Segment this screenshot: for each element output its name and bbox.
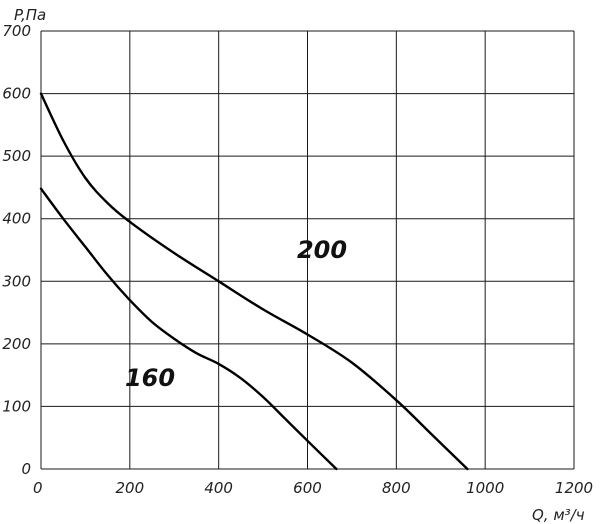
- x-tick-label: 200: [116, 479, 145, 497]
- y-tick-label: 200: [2, 335, 31, 353]
- x-tick-label: 1000: [466, 479, 504, 497]
- grid: [40, 30, 575, 470]
- series-label-160: 160: [125, 364, 175, 392]
- x-tick-label: 0: [33, 479, 43, 497]
- series-line-160: [39, 187, 338, 471]
- x-tick-label: 800: [382, 479, 411, 497]
- series-line-200: [39, 92, 469, 471]
- y-tick-label: 100: [2, 397, 31, 415]
- tick-labels: 0 200 400 600 800 1000 1200 0 100 200 300 400 500 600…: [2, 22, 593, 497]
- x-axis-label: Q, м³/ч: [532, 506, 585, 524]
- y-tick-label: 0: [21, 460, 31, 478]
- x-tick-label: 1200: [555, 479, 593, 497]
- x-tick-label: 600: [293, 479, 322, 497]
- y-tick-label: 600: [2, 85, 31, 103]
- y-tick-label: 500: [2, 147, 31, 165]
- series-labels: 200 160: [125, 236, 347, 392]
- series-lines: [39, 92, 469, 471]
- y-tick-label: 700: [2, 22, 31, 40]
- y-axis-label: P,Па: [14, 6, 46, 24]
- y-tick-label: 400: [2, 210, 31, 228]
- y-tick-label: 300: [2, 272, 31, 290]
- series-label-200: 200: [297, 236, 347, 264]
- x-tick-label: 400: [204, 479, 233, 497]
